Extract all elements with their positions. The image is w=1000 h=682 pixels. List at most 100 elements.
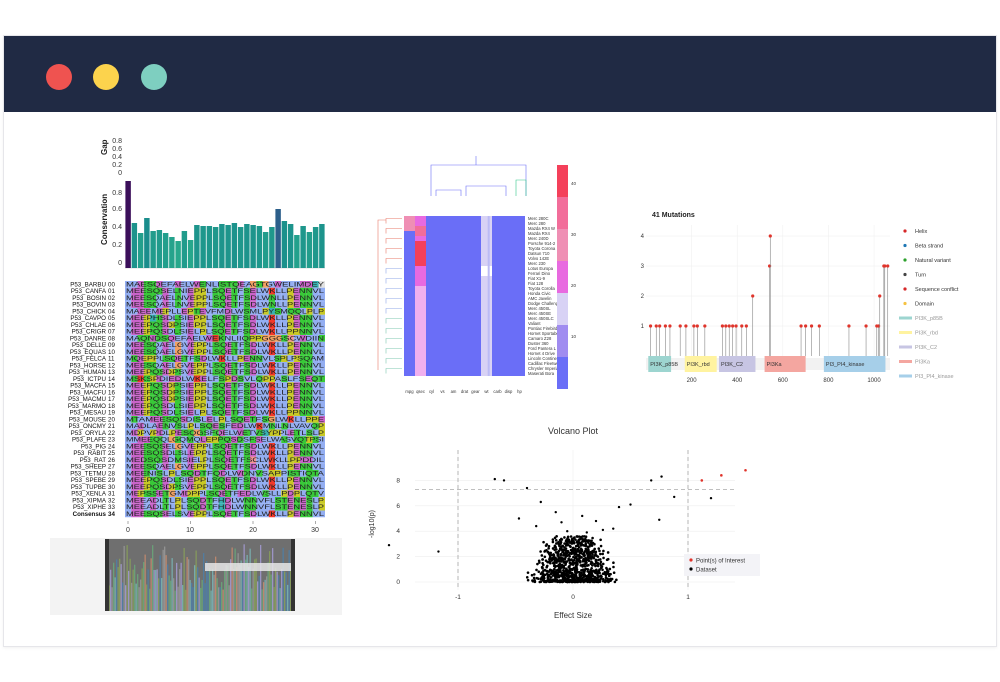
residue-cell bbox=[125, 328, 132, 335]
residue-cell bbox=[312, 436, 319, 443]
residue-cell bbox=[156, 395, 163, 403]
residue-cell bbox=[193, 287, 200, 295]
residue-cell bbox=[256, 328, 263, 335]
residue-cell bbox=[206, 314, 213, 322]
minimize-dot-icon[interactable] bbox=[93, 64, 119, 90]
conservation-bar bbox=[262, 232, 269, 268]
residue-cell bbox=[150, 355, 157, 362]
overview-column bbox=[126, 545, 128, 611]
residue-cell bbox=[318, 375, 325, 383]
heatmap-cell bbox=[470, 366, 481, 371]
volcano-point bbox=[555, 561, 558, 564]
heatmap-row-label: Merc 280C bbox=[528, 216, 548, 221]
residue-cell bbox=[293, 308, 300, 315]
overview-column bbox=[234, 548, 236, 611]
volcano-point bbox=[596, 572, 599, 575]
overview-column bbox=[225, 565, 227, 611]
residue-cell bbox=[300, 470, 307, 477]
heatmap-cell bbox=[426, 281, 437, 286]
residue-letters: MEESQAELGVEPPLSQETFSDLWKLLPENNVL bbox=[126, 362, 325, 369]
heatmap-cell bbox=[404, 336, 415, 341]
volcano-point bbox=[559, 567, 562, 570]
heatmap-cell bbox=[481, 271, 492, 276]
residue-cell bbox=[300, 483, 307, 491]
residue-cell bbox=[193, 470, 200, 477]
heatmap-cell bbox=[470, 271, 481, 276]
residue-cell bbox=[212, 483, 219, 491]
overview-column bbox=[186, 557, 188, 611]
residue-cell bbox=[125, 497, 132, 504]
heatmap-cell bbox=[459, 246, 470, 251]
heatmap-cell bbox=[514, 271, 525, 276]
residue-cell bbox=[275, 402, 282, 410]
close-dot-icon[interactable] bbox=[46, 64, 72, 90]
residue-cell bbox=[281, 328, 288, 335]
residue-cell bbox=[268, 456, 275, 464]
heatmap-cell bbox=[492, 281, 503, 286]
heatmap-cell bbox=[404, 306, 415, 311]
residue-cell bbox=[137, 301, 144, 308]
residue-cell bbox=[168, 443, 175, 450]
residue-cell bbox=[256, 382, 263, 389]
residue-cell bbox=[250, 314, 257, 322]
needle-legend-marker bbox=[899, 360, 912, 363]
residue-letters: MEPSSETGMDPPLSQETFEDLWSLLPDPLQTV bbox=[126, 491, 325, 498]
heatmap-cell bbox=[459, 231, 470, 236]
heatmap-cell bbox=[514, 311, 525, 316]
residue-cell bbox=[250, 456, 257, 464]
heatmap-cell bbox=[481, 286, 492, 291]
overview-column bbox=[231, 547, 233, 611]
residue-cell bbox=[150, 341, 157, 349]
residue-cell bbox=[231, 443, 238, 450]
residue-cell bbox=[143, 301, 150, 308]
residue-cell bbox=[281, 301, 288, 308]
needle-stems bbox=[648, 234, 890, 356]
overview-column bbox=[264, 579, 266, 611]
residue-cell bbox=[237, 301, 244, 308]
residue-cell bbox=[193, 395, 200, 403]
residue-cell bbox=[237, 287, 244, 295]
volcano-point bbox=[560, 563, 564, 567]
heatmap-cell bbox=[503, 336, 514, 341]
residue-cell bbox=[268, 429, 275, 437]
maximize-dot-icon[interactable] bbox=[141, 64, 167, 90]
residue-cell bbox=[237, 510, 244, 518]
overview-column bbox=[153, 569, 155, 611]
residue-cell bbox=[212, 341, 219, 349]
residue-cell bbox=[275, 389, 282, 396]
residue-cell bbox=[212, 429, 219, 437]
volcano-point bbox=[553, 567, 556, 571]
heatmap-cell bbox=[437, 216, 448, 221]
residue-cell bbox=[193, 409, 200, 416]
conservation-bar bbox=[162, 233, 169, 268]
residue-cell bbox=[250, 470, 257, 477]
residue-cell bbox=[306, 314, 313, 322]
residue-cell bbox=[225, 422, 232, 430]
residue-cell bbox=[212, 436, 219, 443]
residue-cell bbox=[200, 443, 207, 450]
residue-cell bbox=[243, 422, 250, 430]
residue-cell bbox=[187, 341, 194, 349]
heatmap-cell bbox=[404, 346, 415, 351]
residue-cell bbox=[250, 503, 257, 511]
residue-cell bbox=[237, 395, 244, 403]
alignment-overview[interactable] bbox=[50, 538, 342, 615]
residue-cell bbox=[181, 503, 188, 511]
volcano-point bbox=[549, 576, 553, 579]
residue-cell bbox=[225, 335, 232, 342]
heatmap-cell bbox=[481, 221, 492, 226]
residue-cell bbox=[237, 362, 244, 369]
residue-cell bbox=[231, 362, 238, 369]
residue-cell bbox=[150, 368, 157, 376]
heatmap-cell bbox=[514, 236, 525, 241]
residue-cell bbox=[268, 503, 275, 511]
residue-cell bbox=[206, 436, 213, 443]
volcano-point bbox=[579, 544, 583, 547]
overview-column bbox=[171, 558, 173, 611]
residue-cell bbox=[206, 395, 213, 403]
residue-cell bbox=[125, 281, 132, 288]
residue-cell bbox=[300, 490, 307, 497]
residue-cell bbox=[268, 416, 275, 423]
